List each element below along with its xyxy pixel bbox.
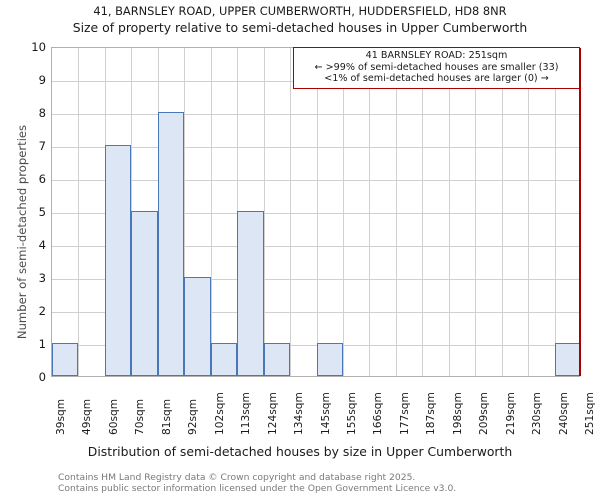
x-axis-tick: 166sqm bbox=[372, 392, 385, 435]
histogram-bar bbox=[131, 211, 158, 376]
y-axis-tick: 9 bbox=[38, 73, 46, 87]
gridline-vertical bbox=[210, 48, 212, 376]
histogram-bar bbox=[210, 343, 238, 376]
gridline-vertical bbox=[342, 48, 344, 376]
y-axis-tick: 4 bbox=[38, 238, 46, 252]
annotation-line-2: ← >99% of semi-detached houses are small… bbox=[314, 61, 559, 73]
page-title: 41, BARNSLEY ROAD, UPPER CUMBERWORTH, HU… bbox=[93, 4, 507, 18]
x-axis-tick: 251sqm bbox=[584, 392, 596, 435]
x-axis-tick: 102sqm bbox=[213, 392, 226, 435]
x-axis-tick: 240sqm bbox=[557, 392, 570, 435]
y-axis-tick: 1 bbox=[38, 337, 46, 351]
highlight-marker-line bbox=[579, 48, 581, 376]
plot-area bbox=[51, 47, 581, 377]
gridline-horizontal bbox=[52, 147, 579, 148]
annotation-line-1: 41 BARNSLEY ROAD: 251sqm bbox=[365, 50, 508, 61]
gridline-horizontal bbox=[52, 312, 579, 313]
x-axis-tick: 124sqm bbox=[266, 392, 279, 435]
histogram-bar bbox=[157, 112, 185, 376]
gridline-horizontal bbox=[52, 114, 579, 115]
gridline-horizontal bbox=[52, 279, 579, 280]
gridline-vertical bbox=[395, 48, 397, 376]
footer-line-2: Contains public sector information licen… bbox=[58, 482, 457, 494]
histogram-bars bbox=[52, 48, 581, 376]
x-axis-tick: 187sqm bbox=[425, 392, 438, 435]
x-axis-tick: 134sqm bbox=[293, 392, 306, 435]
y-axis-tick: 6 bbox=[38, 172, 46, 186]
x-axis-tick: 209sqm bbox=[478, 392, 491, 435]
x-axis-tick: 177sqm bbox=[398, 392, 411, 435]
x-axis-tick: 145sqm bbox=[319, 392, 332, 435]
gridline-vertical bbox=[263, 48, 265, 376]
gridline-vertical bbox=[501, 48, 503, 376]
y-axis-tick: 10 bbox=[31, 40, 46, 54]
gridline-horizontal bbox=[52, 213, 579, 214]
x-axis-tick: 113sqm bbox=[240, 392, 253, 435]
histogram-bar bbox=[52, 343, 79, 376]
x-axis-tick: 39sqm bbox=[55, 398, 67, 435]
histogram-bar bbox=[184, 277, 211, 376]
gridline-vertical bbox=[422, 48, 424, 376]
annotation-box: 41 BARNSLEY ROAD: 251sqm ← >99% of semi-… bbox=[293, 47, 580, 89]
x-axis-tick: 155sqm bbox=[345, 392, 358, 435]
chart-subtitle: Size of property relative to semi-detach… bbox=[72, 20, 528, 35]
gridline-vertical bbox=[475, 48, 477, 376]
y-axis-tick: 8 bbox=[38, 106, 46, 120]
gridline-horizontal bbox=[52, 180, 579, 181]
annotation-line-3: <1% of semi-detached houses are larger (… bbox=[324, 73, 549, 85]
footer-attribution: Contains HM Land Registry data © Crown c… bbox=[58, 472, 457, 494]
histogram-bar bbox=[554, 343, 581, 376]
histogram-bar bbox=[104, 145, 132, 376]
gridline-vertical bbox=[554, 48, 556, 376]
x-axis-tick: 230sqm bbox=[531, 392, 544, 435]
x-axis-label: Distribution of semi-detached houses by … bbox=[87, 444, 513, 459]
histogram-bar bbox=[316, 343, 343, 376]
gridline-vertical bbox=[184, 48, 186, 376]
gridline-vertical bbox=[316, 48, 318, 376]
x-axis-tick: 60sqm bbox=[107, 398, 120, 435]
x-axis-tick: 219sqm bbox=[504, 392, 517, 435]
y-axis-tick: 5 bbox=[38, 205, 46, 219]
gridline-vertical bbox=[448, 48, 450, 376]
y-axis-tick: 2 bbox=[38, 304, 46, 318]
y-axis-tick: 7 bbox=[38, 139, 46, 153]
x-axis-tick: 70sqm bbox=[134, 398, 147, 435]
gridline-horizontal bbox=[52, 345, 579, 346]
x-axis: 39sqm 49sqm 60sqm 70sqm 81sqm 92sqm 102sqm 113s… bbox=[51, 379, 596, 437]
gridline-vertical bbox=[369, 48, 371, 376]
y-axis-tick: 3 bbox=[38, 271, 46, 285]
y-axis-tick: 0 bbox=[38, 370, 46, 384]
chart-titles: 41, BARNSLEY ROAD, UPPER CUMBERWORTH, HU… bbox=[0, 3, 600, 36]
gridline-vertical bbox=[78, 48, 80, 376]
gridline-vertical bbox=[528, 48, 530, 376]
x-axis-tick: 198sqm bbox=[451, 392, 464, 435]
footer-line-1: Contains HM Land Registry data © Crown c… bbox=[58, 472, 416, 483]
gridline-horizontal bbox=[52, 246, 579, 247]
histogram-bar bbox=[263, 343, 291, 376]
gridline-vertical bbox=[290, 48, 292, 376]
x-axis-tick: 81sqm bbox=[160, 398, 173, 435]
x-axis-tick: 92sqm bbox=[187, 398, 200, 435]
histogram-bar bbox=[237, 211, 264, 376]
x-axis-tick: 49sqm bbox=[81, 398, 94, 435]
